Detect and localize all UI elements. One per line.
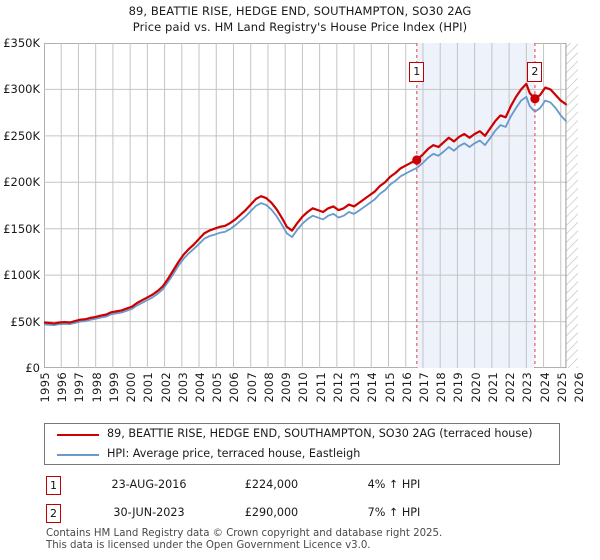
x-tick-label: 2016 [399,372,414,403]
transaction-hpi-delta: 7% ↑ HPI [367,506,421,519]
legend-label-property: 89, BEATTIE RISE, HEDGE END, SOUTHAMPTON… [107,427,533,440]
transaction-hpi-delta: 4% ↑ HPI [367,478,421,491]
x-tick-label: 2021 [485,372,500,403]
x-tick-label: 1995 [38,372,52,403]
x-tick-label: 2012 [330,372,345,403]
x-tick-label: 2011 [313,372,328,403]
footer-attribution: Contains HM Land Registry data © Crown c… [46,528,586,552]
footer-line-1: Contains HM Land Registry data © Crown c… [46,528,443,539]
x-tick-label: 2009 [279,372,294,403]
x-tick-label: 2022 [503,372,518,403]
x-tick-label: 2015 [382,372,397,403]
x-tick-label: 2004 [193,372,208,403]
transaction-date: 23-AUG-2016 [111,478,187,491]
y-tick-label: £350K [3,36,40,50]
x-tick-label: 2017 [416,372,431,403]
transaction-index-badge: 1 [46,476,61,495]
x-tick-label: 2025 [554,372,569,403]
x-tick-label: 2008 [261,372,276,403]
transaction-date: 30-JUN-2023 [113,506,185,519]
x-tick-label: 2005 [210,372,225,403]
x-tick-label: 2018 [434,372,449,403]
transaction-price: £224,000 [244,478,299,491]
x-tick-label: 1999 [106,372,121,403]
title-line-1: 89, BEATTIE RISE, HEDGE END, SOUTHAMPTON… [128,4,472,18]
chart-marker-1[interactable]: 1 [409,62,425,82]
transaction-row[interactable]: 2 30-JUN-2023 £290,000 7% ↑ HPI [44,504,560,526]
x-tick-label: 2010 [296,372,311,403]
x-tick-label: 2024 [537,372,552,403]
x-tick-label: 2000 [124,372,139,403]
y-tick-label: £200K [3,175,40,190]
x-tick-label: 1997 [72,372,87,403]
footer-line-2: This data is licensed under the Open Gov… [46,540,371,551]
x-tick-label: 2026 [572,372,586,403]
x-tick-label: 2002 [158,372,173,403]
legend-row-hpi: HPI: Average price, terraced house, East… [45,444,559,465]
title-line-2: Price paid vs. HM Land Registry's House … [132,20,468,34]
y-tick-label: £0 [25,361,40,375]
y-tick-label: £150K [3,221,40,236]
y-tick-label: £50K [10,314,41,329]
x-tick-label: 2003 [175,372,190,403]
x-tick-label: 2020 [468,372,483,403]
y-tick-label: £100K [3,268,40,283]
chart-marker-2[interactable]: 2 [527,62,543,82]
x-tick-label: 2006 [227,372,242,403]
transaction-index-badge: 2 [46,504,61,523]
y-tick-label: £250K [3,128,40,143]
page-title: 89, BEATTIE RISE, HEDGE END, SOUTHAMPTON… [0,3,600,35]
x-tick-label: 1996 [55,372,70,403]
x-tick-label: 2019 [451,372,466,403]
x-tick-label: 2007 [244,372,259,403]
transaction-price: £290,000 [244,506,299,519]
x-tick-label: 1998 [89,372,104,403]
price-history-chart [44,43,578,368]
chart-plot-svg [44,43,578,368]
chart-legend: 89, BEATTIE RISE, HEDGE END, SOUTHAMPTON… [44,423,560,465]
legend-swatch-hpi [57,454,99,456]
legend-label-hpi: HPI: Average price, terraced house, East… [107,447,361,460]
y-tick-label: £300K [3,82,40,97]
x-tick-label: 2023 [520,372,535,403]
x-tick-label: 2013 [348,372,363,403]
x-tick-label: 2001 [141,372,156,403]
legend-row-property: 89, BEATTIE RISE, HEDGE END, SOUTHAMPTON… [45,424,559,445]
x-tick-label: 2014 [365,372,380,403]
legend-swatch-property [57,434,99,436]
transaction-row[interactable]: 1 23-AUG-2016 £224,000 4% ↑ HPI [44,476,560,498]
